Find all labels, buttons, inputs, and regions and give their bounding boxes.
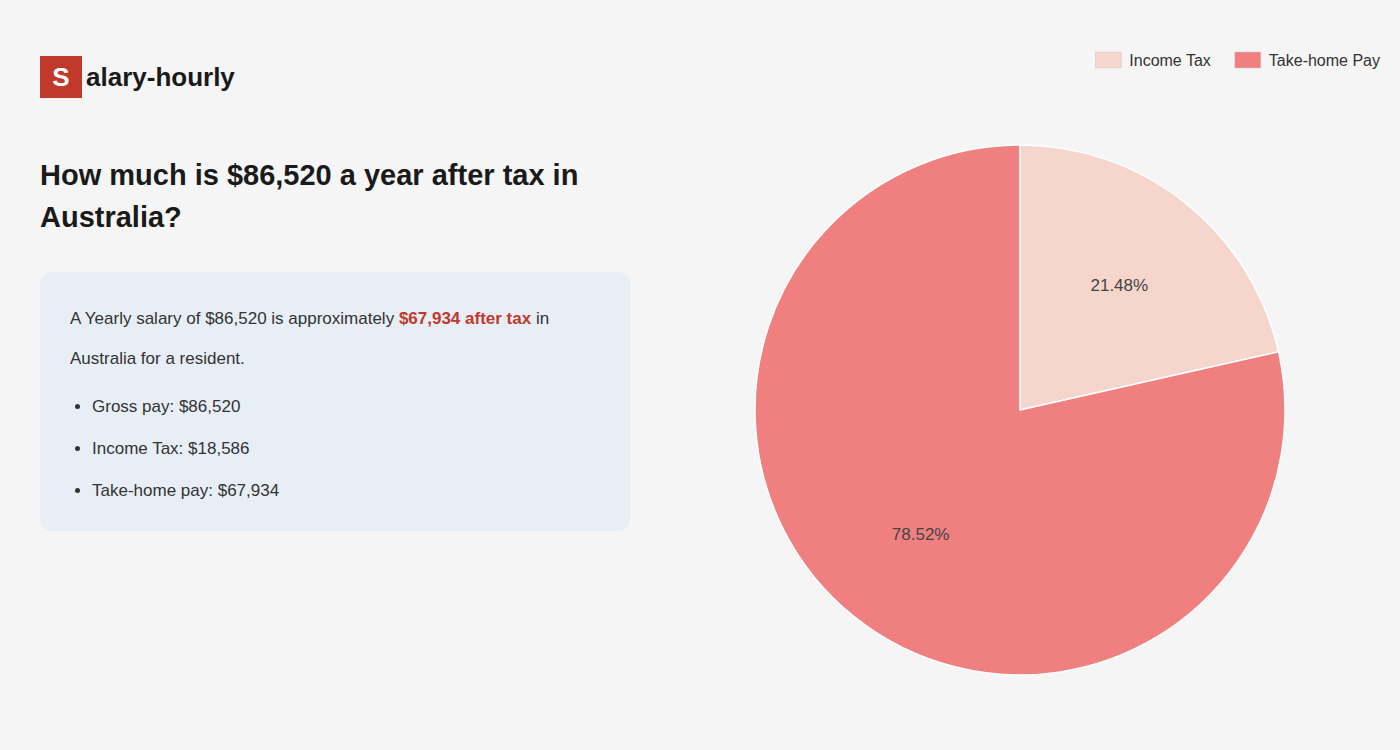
summary-text: in — [531, 309, 549, 328]
text-panel: Salary-hourly How much is $86,520 a year … — [0, 0, 660, 750]
pie-slice — [755, 145, 1285, 675]
pie-chart: 21.48% 78.52% Income Tax Take-home Pay — [660, 0, 1400, 750]
bullet-item: Take-home pay: $67,934 — [92, 481, 600, 501]
chart-panel: 21.48% 78.52% Income Tax Take-home Pay — [660, 0, 1400, 750]
logo-mark: S — [40, 56, 82, 98]
logo: Salary-hourly — [40, 56, 630, 98]
summary-line: Australia for a resident. — [70, 346, 600, 372]
data-label: 21.48% — [1090, 276, 1148, 295]
slices — [755, 145, 1285, 675]
bullet-list: Gross pay: $86,520 Income Tax: $18,586 Tak… — [70, 397, 600, 501]
legend: Income Tax Take-home Pay — [1095, 52, 1380, 69]
bullet-item: Gross pay: $86,520 — [92, 397, 600, 417]
slice-labels: 21.48% 78.52% — [892, 276, 1148, 543]
data-label: 78.52% — [892, 525, 950, 544]
logo-text: alary-hourly — [86, 62, 235, 93]
bullet-item: Income Tax: $18,586 — [92, 439, 600, 459]
summary-highlight: $67,934 after tax — [399, 309, 531, 328]
title: How much is $86,520 a year after tax in … — [40, 154, 630, 238]
legend-swatch — [1095, 52, 1121, 68]
info-box: A Yearly salary of $86,520 is approximat… — [40, 272, 630, 531]
legend-swatch — [1235, 52, 1261, 68]
page: Salary-hourly How much is $86,520 a year … — [0, 0, 1400, 750]
summary-line: A Yearly salary of $86,520 is approximat… — [70, 306, 600, 332]
legend-label: Take-home Pay — [1269, 52, 1380, 69]
legend-label: Income Tax — [1129, 52, 1211, 69]
summary-text: A Yearly salary of $86,520 is approximat… — [70, 309, 399, 328]
